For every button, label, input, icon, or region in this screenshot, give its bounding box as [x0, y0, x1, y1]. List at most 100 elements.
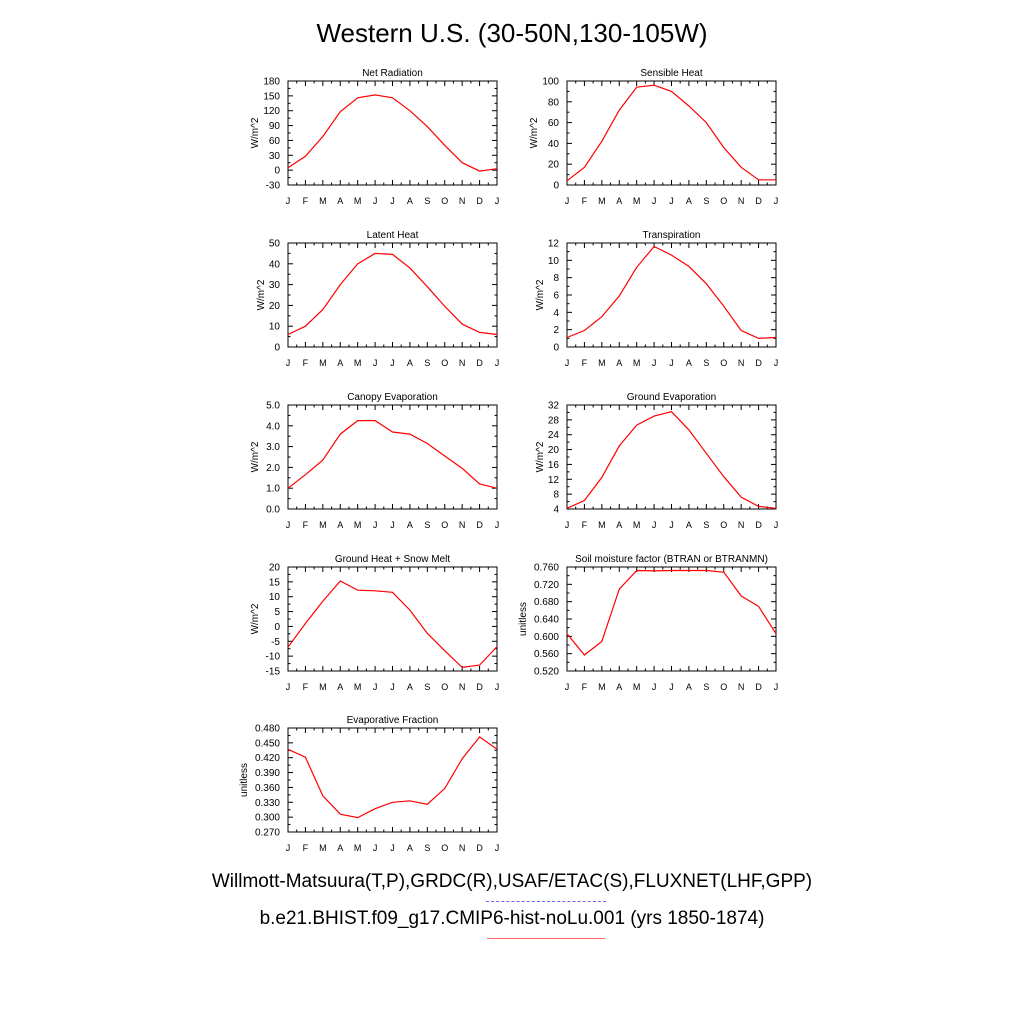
- x-tick-label: F: [303, 520, 309, 530]
- y-tick-label: 0: [274, 166, 280, 177]
- x-tick-label: D: [755, 682, 762, 692]
- y-tick-label: 120: [263, 106, 280, 117]
- y-tick-label: -30: [266, 181, 281, 192]
- x-tick-label: M: [319, 196, 327, 206]
- x-tick-label: J: [565, 196, 570, 206]
- x-tick-label: A: [686, 520, 692, 530]
- plot-frame: [566, 566, 777, 672]
- figure-title: Western U.S. (30-50N,130-105W): [316, 18, 708, 48]
- y-tick-label: 150: [263, 91, 280, 102]
- x-tick-label: J: [495, 196, 500, 206]
- y-tick-label: 180: [263, 77, 280, 88]
- x-tick-label: J: [390, 520, 395, 530]
- y-tick-label: 0.270: [255, 828, 280, 839]
- x-tick-label: J: [669, 520, 674, 530]
- x-tick-label: O: [441, 682, 448, 692]
- y-tick-label: 0.680: [534, 597, 559, 608]
- y-tick-label: 0: [274, 343, 280, 354]
- y-tick-label: 20: [548, 160, 560, 171]
- y-tick-label: 0.480: [255, 724, 280, 735]
- x-tick-label: J: [373, 358, 378, 368]
- y-tick-label: 100: [542, 77, 559, 88]
- x-tick-label: S: [703, 358, 709, 368]
- x-tick-label: J: [652, 682, 657, 692]
- y-axis-label: W/m^2: [535, 441, 546, 472]
- y-tick-label: 60: [548, 118, 560, 129]
- x-tick-label: A: [616, 520, 622, 530]
- x-tick-label: F: [303, 358, 309, 368]
- y-tick-label: 10: [548, 256, 560, 267]
- x-tick-label: O: [441, 196, 448, 206]
- x-tick-label: S: [424, 843, 430, 853]
- x-tick-label: J: [774, 196, 779, 206]
- y-tick-label: -5: [271, 637, 280, 648]
- x-tick-label: F: [303, 682, 309, 692]
- x-tick-label: J: [495, 843, 500, 853]
- y-tick-label: 24: [548, 430, 560, 441]
- x-tick-label: J: [495, 358, 500, 368]
- x-tick-label: J: [286, 358, 291, 368]
- chart-panel: Soil moisture factor (BTRAN or BTRANMN) J…: [518, 554, 778, 692]
- y-tick-label: 4: [553, 505, 559, 516]
- panel-title: Sensible Heat: [640, 68, 702, 79]
- panel-title: Ground Heat + Snow Melt: [335, 554, 451, 565]
- x-tick-label: S: [424, 196, 430, 206]
- y-tick-label: 0.330: [255, 798, 280, 809]
- x-tick-label: J: [774, 520, 779, 530]
- y-tick-label: 0: [553, 343, 559, 354]
- x-tick-label: D: [755, 358, 762, 368]
- y-tick-label: 12: [548, 475, 560, 486]
- panel-title: Soil moisture factor (BTRAN or BTRANMN): [575, 554, 768, 565]
- x-tick-label: O: [441, 358, 448, 368]
- x-tick-label: J: [669, 682, 674, 692]
- plot-frame: [287, 242, 498, 348]
- y-axis-label: W/m^2: [250, 603, 261, 634]
- x-tick-label: F: [582, 682, 588, 692]
- x-tick-label: N: [459, 843, 466, 853]
- y-tick-label: 0.720: [534, 580, 559, 591]
- x-tick-label: N: [738, 358, 745, 368]
- y-tick-label: 0.760: [534, 563, 559, 574]
- x-tick-label: A: [616, 682, 622, 692]
- x-tick-label: D: [476, 843, 483, 853]
- y-tick-label: 2: [553, 325, 559, 336]
- x-tick-label: J: [652, 196, 657, 206]
- y-axis-label: unitless: [518, 602, 529, 636]
- series-line: [566, 411, 777, 509]
- x-tick-label: M: [598, 520, 606, 530]
- x-tick-label: O: [441, 843, 448, 853]
- x-tick-label: S: [703, 682, 709, 692]
- plot-frame: [287, 404, 498, 510]
- x-tick-label: D: [476, 196, 483, 206]
- x-tick-label: J: [286, 520, 291, 530]
- x-tick-label: M: [633, 520, 641, 530]
- y-tick-label: 0.600: [534, 632, 559, 643]
- x-tick-label: F: [303, 196, 309, 206]
- y-tick-label: 8: [553, 490, 559, 501]
- x-tick-label: J: [390, 843, 395, 853]
- y-tick-label: 40: [269, 259, 281, 270]
- series-line: [287, 580, 498, 669]
- y-axis-label: W/m^2: [250, 117, 261, 148]
- x-tick-label: A: [686, 358, 692, 368]
- y-tick-label: 5.0: [266, 401, 280, 412]
- x-tick-label: A: [337, 520, 343, 530]
- y-tick-label: 28: [548, 415, 560, 426]
- panel-title: Transpiration: [643, 230, 701, 241]
- x-tick-label: N: [459, 682, 466, 692]
- y-tick-label: 0.390: [255, 768, 280, 779]
- y-tick-label: 2.0: [266, 463, 280, 474]
- x-tick-label: M: [633, 358, 641, 368]
- y-tick-label: 60: [269, 136, 281, 147]
- y-tick-label: 30: [269, 151, 281, 162]
- plot-frame: [566, 404, 777, 510]
- series-line: [287, 252, 498, 336]
- y-tick-label: 0.520: [534, 667, 559, 678]
- x-tick-label: N: [459, 358, 466, 368]
- y-tick-label: 5: [274, 607, 280, 618]
- x-tick-label: J: [565, 520, 570, 530]
- x-tick-label: M: [598, 196, 606, 206]
- x-tick-label: J: [390, 358, 395, 368]
